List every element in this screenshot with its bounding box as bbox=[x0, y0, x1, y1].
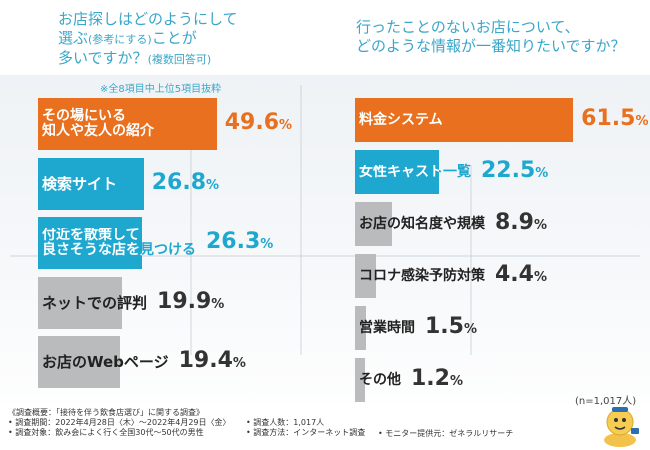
bar-value-unit-1-0: % bbox=[635, 114, 649, 129]
bar-label-line-0-1-0: 検索サイト bbox=[42, 174, 118, 193]
bar-label-line-1-2-0: お店の知名度や規模 bbox=[359, 215, 485, 232]
bar-value-unit-0-2: % bbox=[260, 237, 274, 252]
bar-value-number-1-3: 4.4 bbox=[495, 262, 534, 287]
bar-label-line-1-5-0: その他 bbox=[359, 371, 401, 388]
bar-value-unit-1-4: % bbox=[463, 322, 478, 337]
bar-0-1 bbox=[38, 157, 144, 210]
bar-value-unit-1-3: % bbox=[533, 270, 548, 285]
footer-target: • 調査対象：飲み会によく行く全国30代〜50代の男性 bbox=[8, 428, 204, 437]
left-question-multi: (複数回答可) bbox=[147, 53, 212, 66]
survey-footer-col2: • 調査人数：1,017人 • 調査方法：インターネット調査 bbox=[246, 418, 365, 438]
bar-value-1-4: 1.5% bbox=[425, 314, 477, 339]
footer-method: • 調査方法：インターネット調査 bbox=[246, 428, 366, 437]
bar-value-unit-0-1: % bbox=[206, 177, 220, 193]
bar-1-4 bbox=[355, 306, 367, 350]
bar-value-unit-1-1: % bbox=[535, 166, 549, 181]
bar-label-line-0-2-0: 付近を散策して bbox=[42, 228, 196, 243]
left-question-line-1: お店探しはどのようにして bbox=[58, 10, 238, 28]
survey-footer: 《調査概要：「接待を伴う飲食店選び」に関する調査》 • 調査期間：2022年4月… bbox=[8, 408, 231, 438]
left-question-line-2b: ことが bbox=[151, 29, 197, 47]
bar-value-number-0-3: 19.9 bbox=[157, 288, 212, 314]
bar-value-0-1: 26.8% bbox=[152, 170, 219, 195]
bar-label-1-1: 女性キャスト一覧 bbox=[359, 164, 471, 180]
bar-label-inner-line-1-1-0: 女性キャスト一覧 bbox=[359, 164, 439, 180]
bar-label-line-0-0-1: 知人や友人の紹介 bbox=[42, 123, 154, 139]
bar-label-0-3: ネットでの評判 bbox=[42, 295, 147, 311]
left-question: お店探しはどのようにして 選ぶ(参考にする)ことが 多いですか？(複数回答可) bbox=[58, 10, 308, 69]
right-question-line-2: どのような情報が一番知りたいですか？ bbox=[356, 37, 626, 55]
footer-period: • 調査期間：2022年4月28日〈木〉〜2022年4月29日〈金〉 bbox=[8, 418, 231, 427]
footer-provider: • モニター提供元：ゼネラルリサーチ bbox=[378, 429, 514, 438]
bar-0-4 bbox=[38, 336, 121, 388]
bar-value-number-1-5: 1.2 bbox=[411, 366, 450, 391]
bar-label-0-1: 検索サイト bbox=[42, 174, 118, 193]
bar-0-3 bbox=[38, 276, 122, 329]
bar-label-line-1-3-0: コロナ感染予防対策 bbox=[359, 267, 485, 284]
bar-value-1-1: 22.5% bbox=[481, 158, 548, 183]
bar-1-5 bbox=[355, 358, 366, 402]
bar-label-inner-line-0-2-0: 付近を散策して bbox=[42, 228, 143, 243]
bar-value-number-0-2: 26.3 bbox=[206, 229, 261, 254]
bar-1-3 bbox=[355, 254, 377, 298]
bar-0-0 bbox=[38, 98, 217, 150]
bar-1-2 bbox=[355, 202, 392, 246]
bar-label-1-5: その他 bbox=[359, 371, 401, 388]
bar-value-number-1-4: 1.5 bbox=[425, 314, 464, 339]
bar-label-0-0: その場にいる 知人や友人の紹介 bbox=[42, 109, 154, 139]
right-question: 行ったことのないお店について、 どのような情報が一番知りたいですか？ bbox=[356, 18, 646, 56]
bar-label-0-2: 付近を散策して良さそうな店を見つける bbox=[42, 228, 196, 258]
mascot-icon bbox=[604, 407, 639, 447]
bar-value-0-4: 19.4% bbox=[179, 348, 246, 373]
bar-value-0-3: 19.9% bbox=[157, 289, 224, 314]
bar-value-number-1-1: 22.5 bbox=[481, 158, 536, 183]
bar-label-line-0-2-1: 良さそうな店を見つける bbox=[42, 243, 196, 258]
bar-value-1-3: 4.4% bbox=[495, 262, 547, 287]
bar-label-0-4: お店のWebページ bbox=[42, 354, 169, 370]
bar-value-0-0: 49.6% bbox=[225, 110, 292, 135]
bar-value-unit-1-2: % bbox=[533, 218, 548, 233]
bar-value-number-0-0: 49.6 bbox=[224, 110, 279, 135]
bar-label-1-3: コロナ感染予防対策 bbox=[359, 267, 485, 284]
bar-value-number-0-4: 19.4 bbox=[178, 348, 233, 373]
bar-value-1-5: 1.2% bbox=[411, 366, 463, 391]
left-question-paren: (参考にする) bbox=[88, 33, 152, 46]
bar-label-line-1-1-0: 女性キャスト一覧 bbox=[359, 164, 471, 180]
bar-value-1-0: 61.5% bbox=[581, 106, 648, 131]
bar-value-unit-0-4: % bbox=[232, 356, 246, 371]
bar-label-line-0-3-0: ネットでの評判 bbox=[42, 293, 148, 312]
bar-value-0-2: 26.3% bbox=[206, 229, 273, 254]
bar-value-number-1-2: 8.9 bbox=[495, 210, 534, 235]
bar-value-1-2: 8.9% bbox=[495, 210, 547, 235]
bar-label-1-2: お店の知名度や規模 bbox=[359, 215, 485, 232]
bar-label-inner-0-2: 付近を散策して良さそうな店を見つける bbox=[42, 228, 143, 258]
bar-1-1 bbox=[355, 150, 439, 194]
bar-0-2 bbox=[38, 217, 143, 269]
left-question-line-3: 多いですか？ bbox=[58, 49, 148, 67]
bar-value-unit-0-0: % bbox=[279, 118, 293, 133]
right-question-line-1: 行ったことのないお店について、 bbox=[356, 18, 580, 36]
sample-size: (n=1,017人) bbox=[575, 396, 637, 407]
bar-label-1-4: 営業時間 bbox=[359, 319, 415, 336]
bar-1-0 bbox=[355, 98, 574, 142]
bar-label-line-0-0-0: その場にいる bbox=[42, 108, 126, 124]
bar-label-line-0-4-0: お店のWebページ bbox=[42, 353, 169, 371]
bar-label-line-1-0-0: 料金システム bbox=[359, 111, 443, 128]
subset-note: ※全8項目中上位5項目抜粋 bbox=[100, 84, 222, 95]
footer-heading: 《調査概要：「接待を伴う飲食店選び」に関する調査》 bbox=[8, 408, 204, 417]
bar-label-line-1-4-0: 営業時間 bbox=[359, 319, 415, 336]
bar-value-unit-1-5: % bbox=[449, 374, 464, 389]
left-question-line-2a: 選ぶ bbox=[58, 29, 89, 47]
bar-label-inner-1-1: 女性キャスト一覧 bbox=[359, 164, 439, 180]
bar-value-number-0-1: 26.8 bbox=[151, 169, 207, 195]
bar-label-inner-line-0-2-1: 良さそうな店を見つける bbox=[42, 243, 143, 258]
footer-respondents: • 調査人数：1,017人 bbox=[246, 418, 325, 427]
bar-value-number-1-0: 61.5 bbox=[581, 106, 636, 131]
bar-label-1-0: 料金システム bbox=[359, 111, 443, 128]
bar-value-unit-0-3: % bbox=[211, 296, 225, 312]
